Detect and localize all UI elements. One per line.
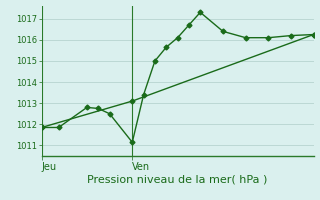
X-axis label: Pression niveau de la mer( hPa ): Pression niveau de la mer( hPa ) xyxy=(87,174,268,184)
